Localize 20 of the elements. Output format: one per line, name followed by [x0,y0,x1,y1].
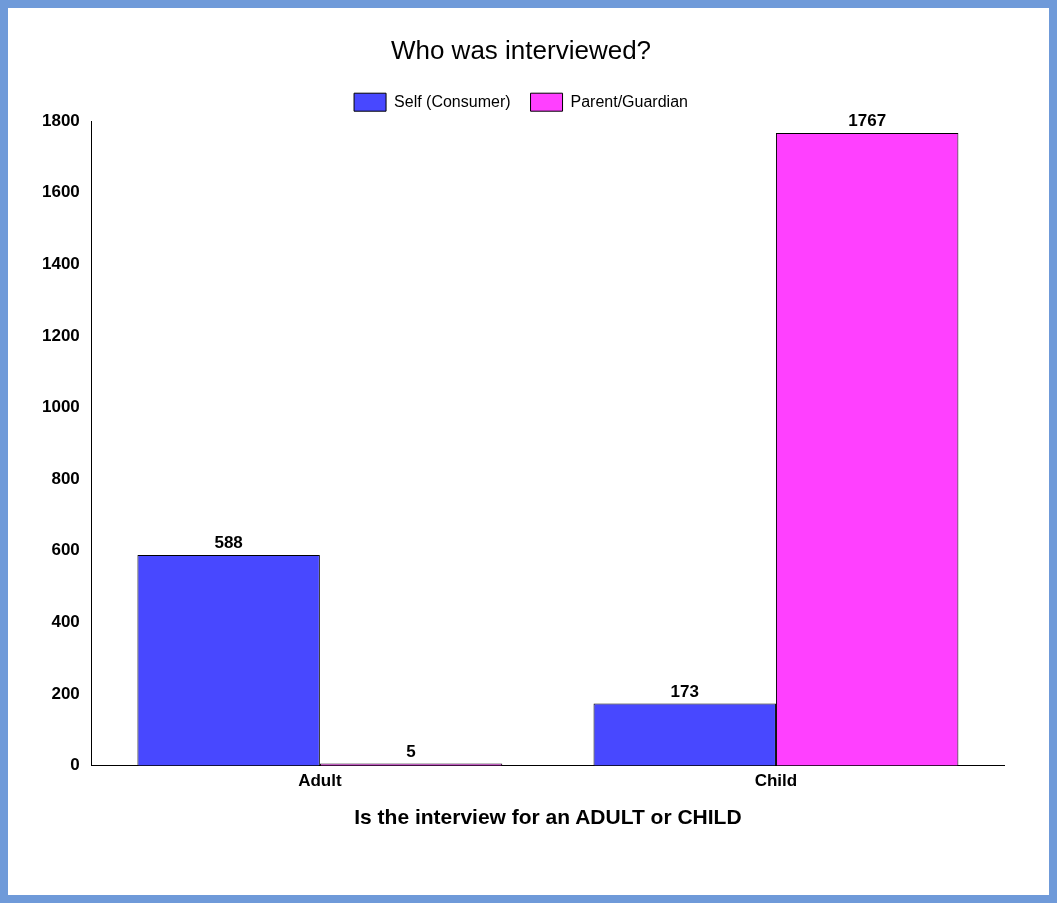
y-tick-label: 200 [51,683,80,703]
chart-title: Who was interviewed? [390,34,652,65]
data-label: 588 [214,533,243,553]
x-tick-label: Child [754,771,798,791]
legend-label: Parent/Guardian [570,92,688,110]
x-tick-label: Adult [298,771,342,791]
data-label: 5 [406,741,416,761]
y-tick-label: 0 [70,755,80,775]
data-label: 1767 [848,111,887,131]
y-tick-label: 800 [51,468,80,488]
y-tick-label: 1200 [41,325,80,345]
x-axis-title: Is the interview for an ADULT or CHILD [354,805,742,829]
y-tick-label: 1400 [41,254,80,274]
y-tick-label: 1000 [41,397,80,417]
y-tick-label: 1800 [41,110,80,130]
data-label: 173 [670,681,699,701]
y-tick-label: 600 [51,540,80,560]
legend-label: Self (Consumer) [394,92,511,110]
y-tick-label: 400 [51,611,80,631]
y-tick-label: 1600 [41,182,80,202]
